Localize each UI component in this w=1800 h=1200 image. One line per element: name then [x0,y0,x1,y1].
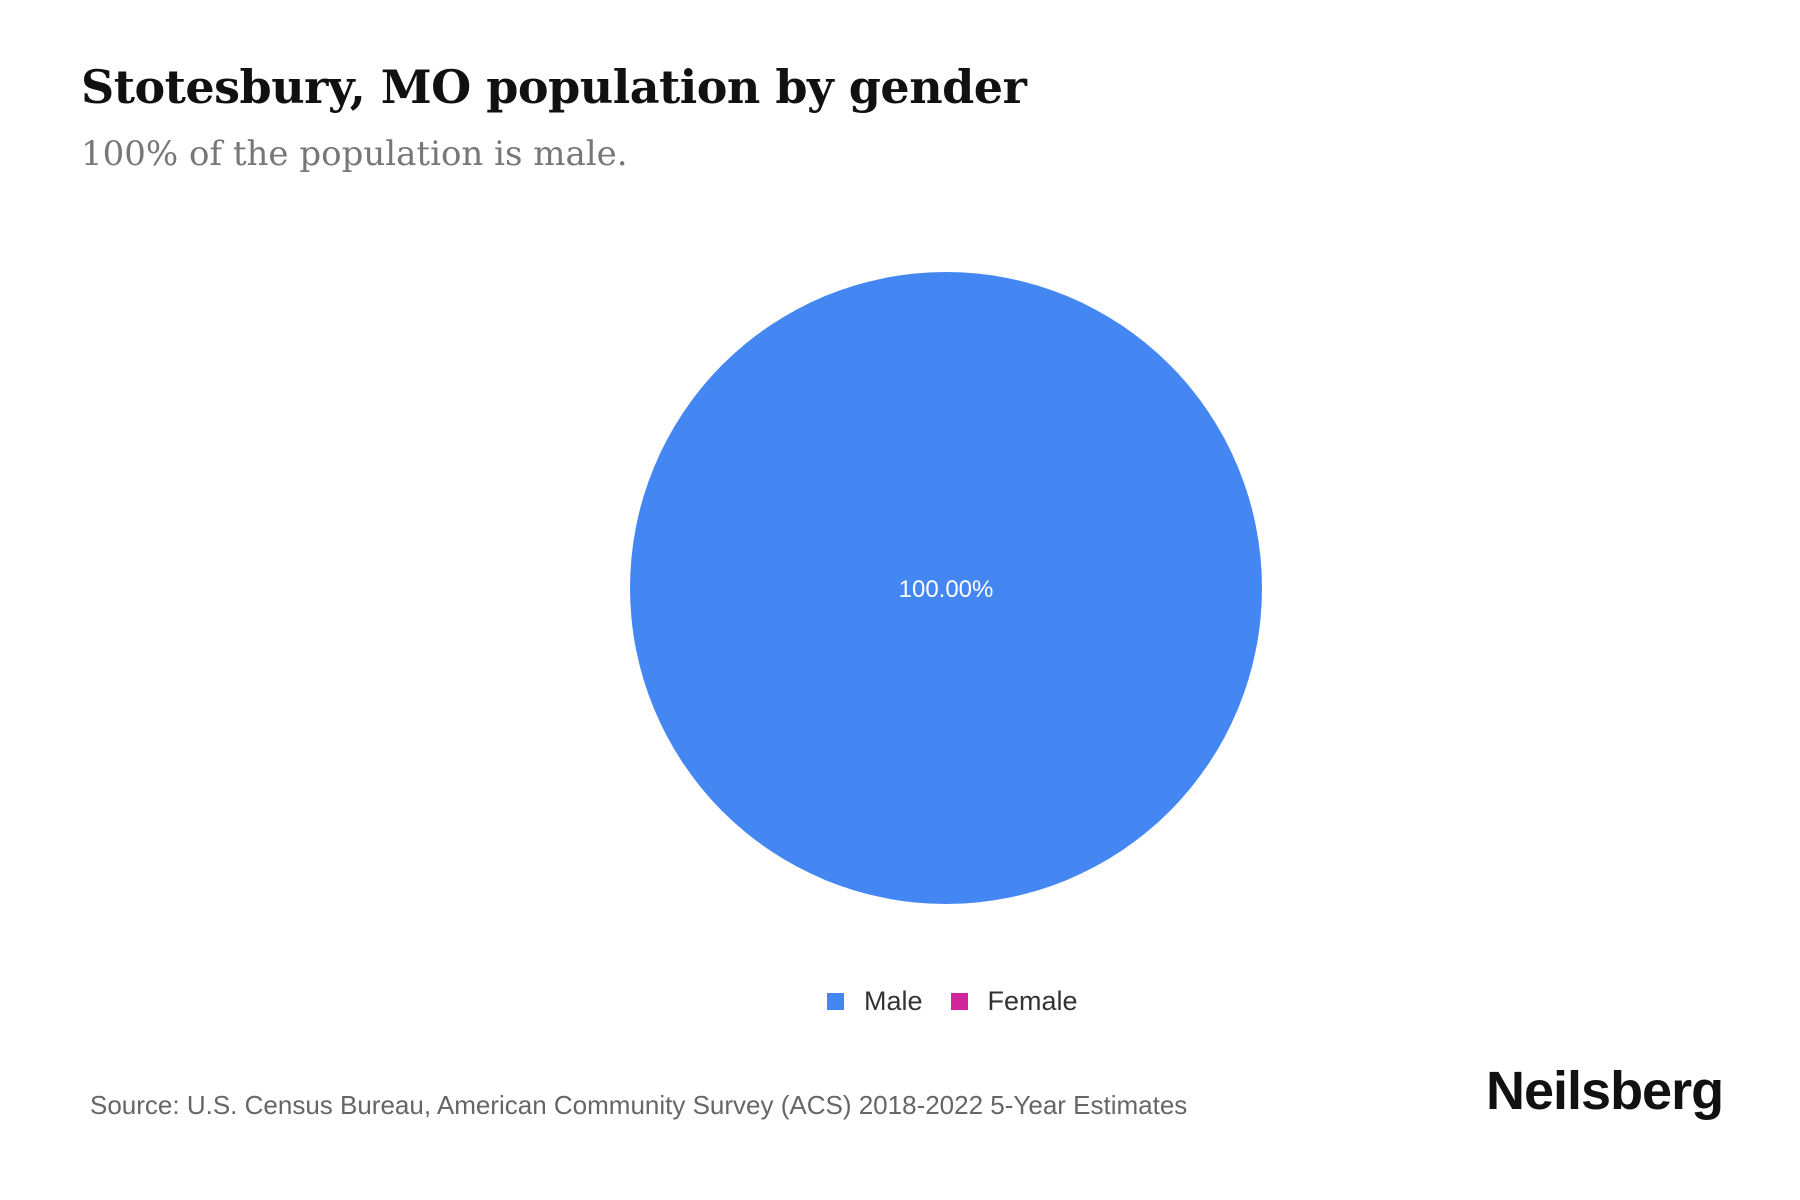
legend: Male Female [827,986,1106,1017]
data-label-male: 100.00% [899,576,994,603]
chart-subtitle: 100% of the population is male. [81,134,628,174]
legend-item-male: Male [827,986,923,1017]
source-note: Source: U.S. Census Bureau, American Com… [90,1090,1188,1120]
pie-slice-male [630,272,1262,904]
legend-label-female: Female [987,986,1078,1016]
legend-swatch-female [950,993,968,1010]
chart-title: Stotesbury, MO population by gender [81,60,1027,114]
legend-item-female: Female [950,986,1078,1017]
legend-swatch-male [827,993,844,1010]
legend-label-male: Male [864,986,923,1016]
neilsberg-logo: Neilsberg [1486,1061,1724,1121]
